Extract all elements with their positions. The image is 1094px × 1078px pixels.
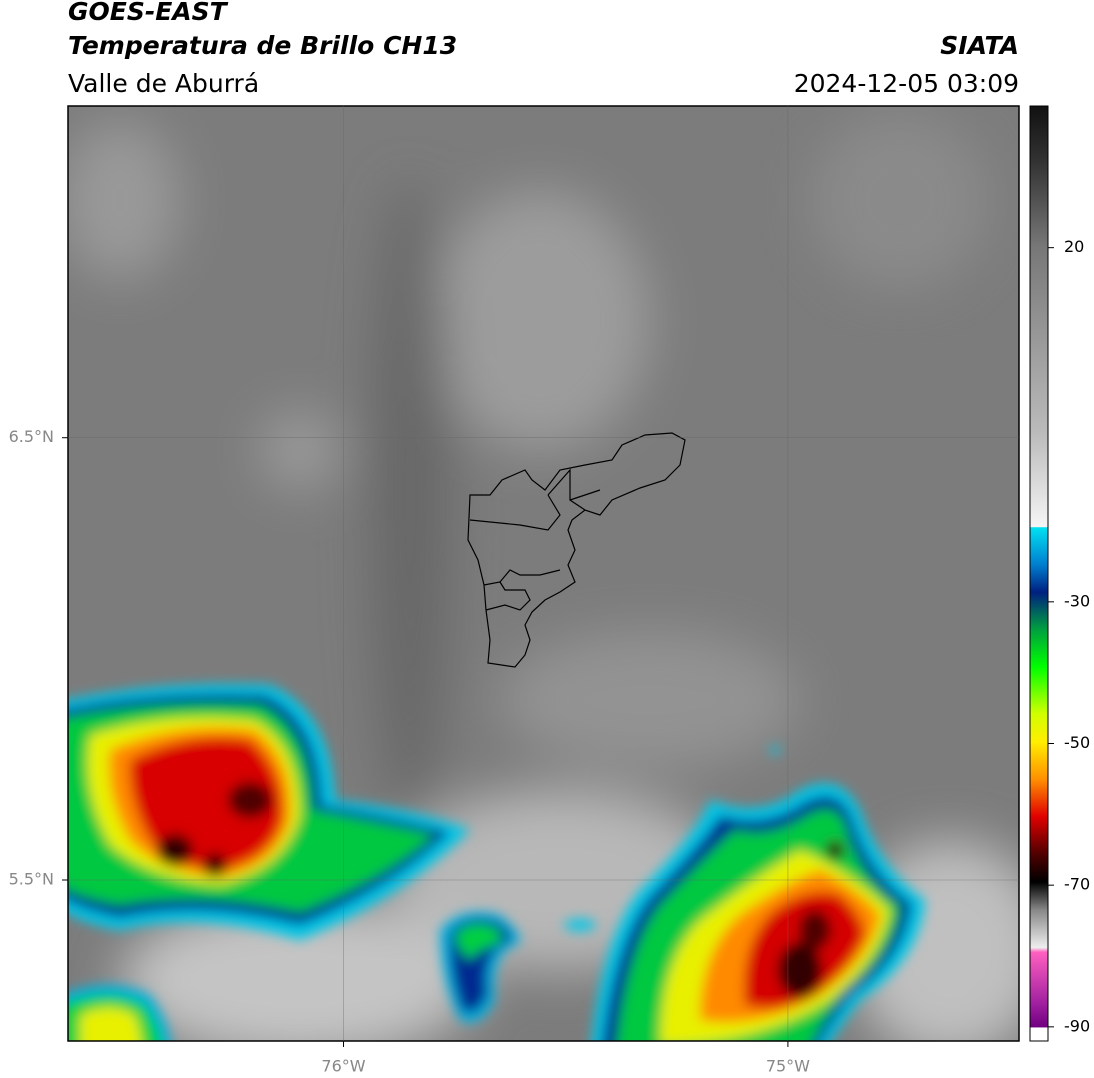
map-frame [67,105,1020,1042]
y-tick-label: 6.5°N [9,427,54,446]
colorbar-label: -90 [1064,1016,1090,1035]
source: SIATA [940,31,1019,60]
timestamp: 2024-12-05 03:09 [794,69,1019,98]
region: Valle de Aburrá [68,69,259,98]
colorbar [1029,105,1049,1042]
y-tick-label: 5.5°N [9,870,54,889]
x-tick-label: 75°W [766,1057,810,1076]
colorbar-label: 20 [1064,237,1084,256]
title: GOES-EAST [68,0,229,26]
satellite-image [68,106,1019,1041]
colorbar-label: -70 [1064,875,1090,894]
colorbar-label: -50 [1064,733,1090,752]
valley-boundary [467,432,686,668]
x-tick-label: 76°W [321,1057,365,1076]
subtitle: Temperatura de Brillo CH13 [68,31,457,60]
colorbar-label: -30 [1064,591,1090,610]
